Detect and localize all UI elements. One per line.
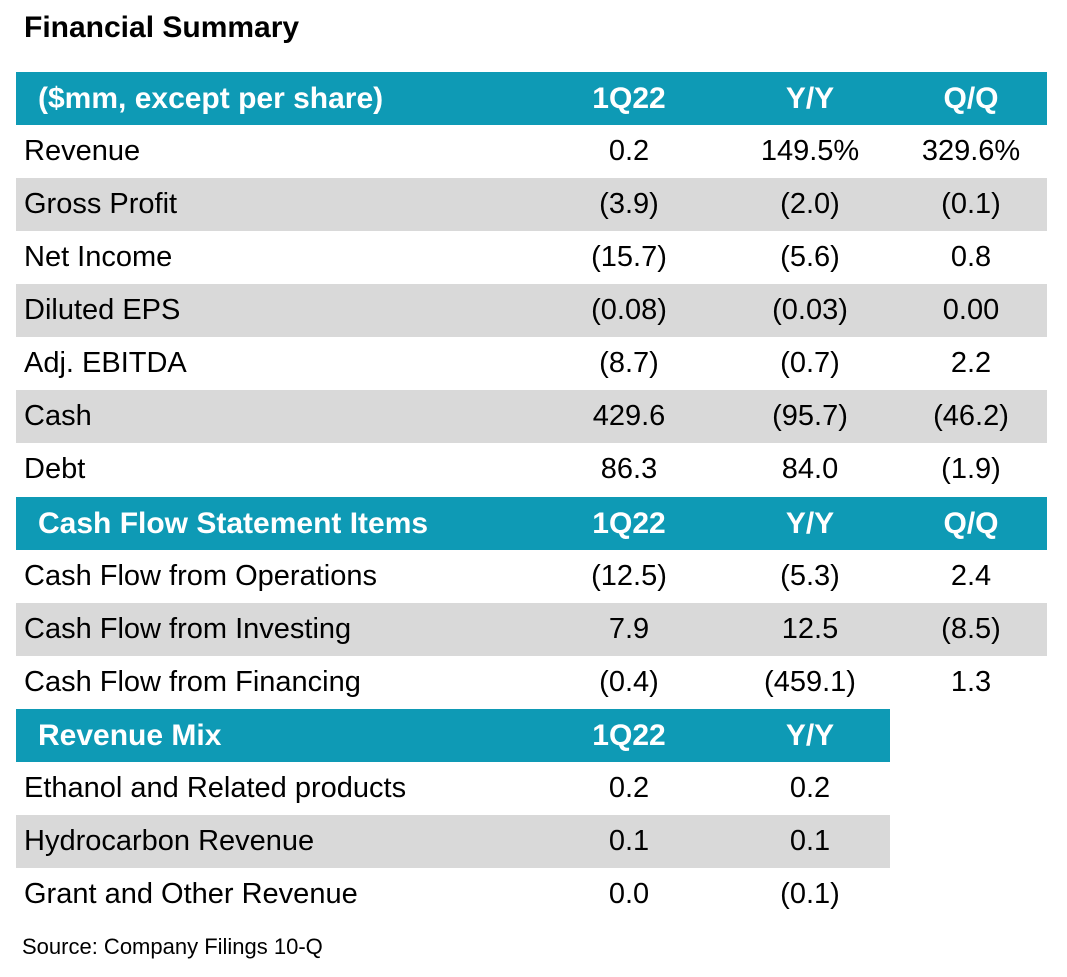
cell-1q22: 0.2	[608, 135, 650, 167]
cell-qq: 0.00	[942, 294, 1000, 326]
cell-yy: (95.7)	[772, 400, 848, 432]
table-row: Ethanol and Related products 0.2 0.2	[16, 762, 890, 815]
cell-yy: 149.5%	[760, 135, 860, 167]
cell-1q22: 0.0	[608, 878, 650, 910]
cell-qq: 0.8	[950, 241, 992, 273]
row-label: Grant and Other Revenue	[24, 878, 358, 910]
table-row: Cash Flow from Financing (0.4) (459.1) 1…	[16, 656, 1047, 709]
header-label: ($mm, except per share)	[38, 82, 384, 115]
page-title: Financial Summary	[24, 11, 300, 44]
header-yy: Y/Y	[785, 507, 835, 540]
cell-1q22: (0.08)	[591, 294, 667, 326]
cell-yy: 84.0	[781, 453, 839, 485]
cell-1q22: (0.4)	[599, 666, 659, 698]
header-yy: Y/Y	[785, 82, 835, 115]
cell-1q22: (12.5)	[591, 560, 667, 592]
cell-qq: 1.3	[950, 666, 992, 698]
row-label: Revenue	[24, 135, 141, 167]
header-label: Cash Flow Statement Items	[38, 507, 429, 540]
cell-yy: (459.1)	[764, 666, 856, 698]
cell-qq: (46.2)	[933, 400, 1009, 432]
cell-qq: 329.6%	[921, 135, 1021, 167]
cell-yy: (5.3)	[780, 560, 840, 592]
table-header: ($mm, except per share) 1Q22 Y/Y Q/Q	[16, 72, 1047, 125]
table-row: Diluted EPS (0.08) (0.03) 0.00	[16, 284, 1047, 337]
cell-qq: (1.9)	[941, 453, 1001, 485]
table-row: Hydrocarbon Revenue 0.1 0.1	[16, 815, 890, 868]
table-row: Cash Flow from Investing 7.9 12.5 (8.5)	[16, 603, 1047, 656]
row-label: Ethanol and Related products	[24, 772, 407, 804]
cell-yy: (0.1)	[780, 878, 840, 910]
row-label: Adj. EBITDA	[24, 347, 187, 379]
row-label: Debt	[24, 453, 86, 485]
row-label: Net Income	[24, 241, 173, 273]
row-label: Hydrocarbon Revenue	[24, 825, 315, 857]
cell-yy: 0.2	[789, 772, 831, 804]
header-qq: Q/Q	[943, 82, 999, 115]
row-label: Cash	[24, 400, 92, 432]
cash-flow-table: Cash Flow Statement Items 1Q22 Y/Y Q/Q C…	[16, 497, 1047, 709]
cell-1q22: 7.9	[608, 613, 650, 645]
row-label: Cash Flow from Operations	[24, 560, 377, 592]
cell-qq: 2.4	[950, 560, 992, 592]
cell-1q22: 0.2	[608, 772, 650, 804]
table-row: Cash 429.6 (95.7) (46.2)	[16, 390, 1047, 443]
table-header: Revenue Mix 1Q22 Y/Y	[16, 709, 890, 762]
cell-1q22: 86.3	[600, 453, 658, 485]
financial-summary-table: ($mm, except per share) 1Q22 Y/Y Q/Q Rev…	[16, 72, 1047, 496]
cell-yy: 0.1	[789, 825, 831, 857]
revenue-mix-table: Revenue Mix 1Q22 Y/Y Ethanol and Related…	[16, 709, 890, 921]
cell-1q22: 0.1	[608, 825, 650, 857]
header-yy: Y/Y	[785, 719, 835, 752]
cell-qq: (0.1)	[941, 188, 1001, 220]
row-label: Gross Profit	[24, 188, 178, 220]
header-qq: Q/Q	[943, 507, 999, 540]
table-row: Cash Flow from Operations (12.5) (5.3) 2…	[16, 550, 1047, 603]
cell-yy: (2.0)	[780, 188, 840, 220]
cell-yy: (0.03)	[772, 294, 848, 326]
source-note: Source: Company Filings 10-Q	[22, 934, 323, 959]
header-1q22: 1Q22	[592, 507, 666, 540]
cell-1q22: 429.6	[592, 400, 666, 432]
row-label: Cash Flow from Investing	[24, 613, 352, 645]
header-1q22: 1Q22	[592, 82, 666, 115]
cell-yy: (5.6)	[780, 241, 840, 273]
row-label: Cash Flow from Financing	[24, 666, 361, 698]
cell-1q22: (8.7)	[599, 347, 659, 379]
table-row: Gross Profit (3.9) (2.0) (0.1)	[16, 178, 1047, 231]
table-row: Debt 86.3 84.0 (1.9)	[16, 443, 1047, 496]
header-1q22: 1Q22	[592, 719, 666, 752]
table-row: Net Income (15.7) (5.6) 0.8	[16, 231, 1047, 284]
cell-1q22: (3.9)	[599, 188, 659, 220]
header-label: Revenue Mix	[38, 719, 222, 752]
cell-qq: (8.5)	[941, 613, 1001, 645]
table-header: Cash Flow Statement Items 1Q22 Y/Y Q/Q	[16, 497, 1047, 550]
cell-yy: 12.5	[781, 613, 839, 645]
cell-qq: 2.2	[950, 347, 992, 379]
row-label: Diluted EPS	[24, 294, 181, 326]
table-row: Adj. EBITDA (8.7) (0.7) 2.2	[16, 337, 1047, 390]
cell-yy: (0.7)	[780, 347, 840, 379]
table-row: Grant and Other Revenue 0.0 (0.1)	[16, 868, 890, 921]
table-row: Revenue 0.2 149.5% 329.6%	[16, 125, 1047, 178]
cell-1q22: (15.7)	[591, 241, 667, 273]
